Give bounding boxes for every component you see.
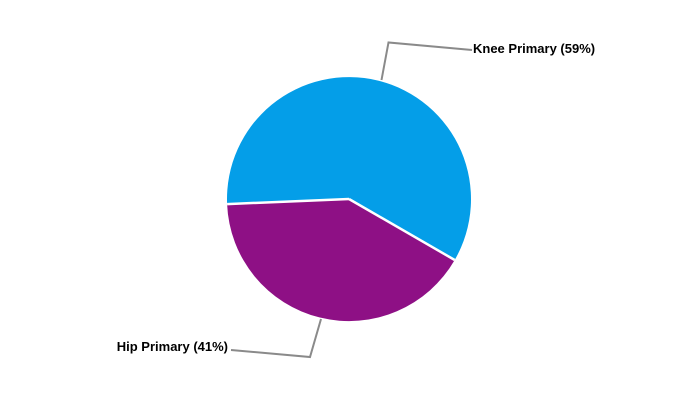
leader-line-knee-primary: [380, 41, 473, 81]
pie-slice-hip-primary: [227, 199, 455, 322]
leader-line-hip-primary: [230, 318, 322, 359]
callout-label-hip-primary: Hip Primary (41%): [116, 339, 228, 354]
slice-separator: [348, 197, 456, 262]
callout-label-knee-primary: Knee Primary (59%): [473, 41, 596, 56]
slice-separator: [227, 197, 350, 206]
pie-slice-knee-primary: [226, 77, 471, 260]
